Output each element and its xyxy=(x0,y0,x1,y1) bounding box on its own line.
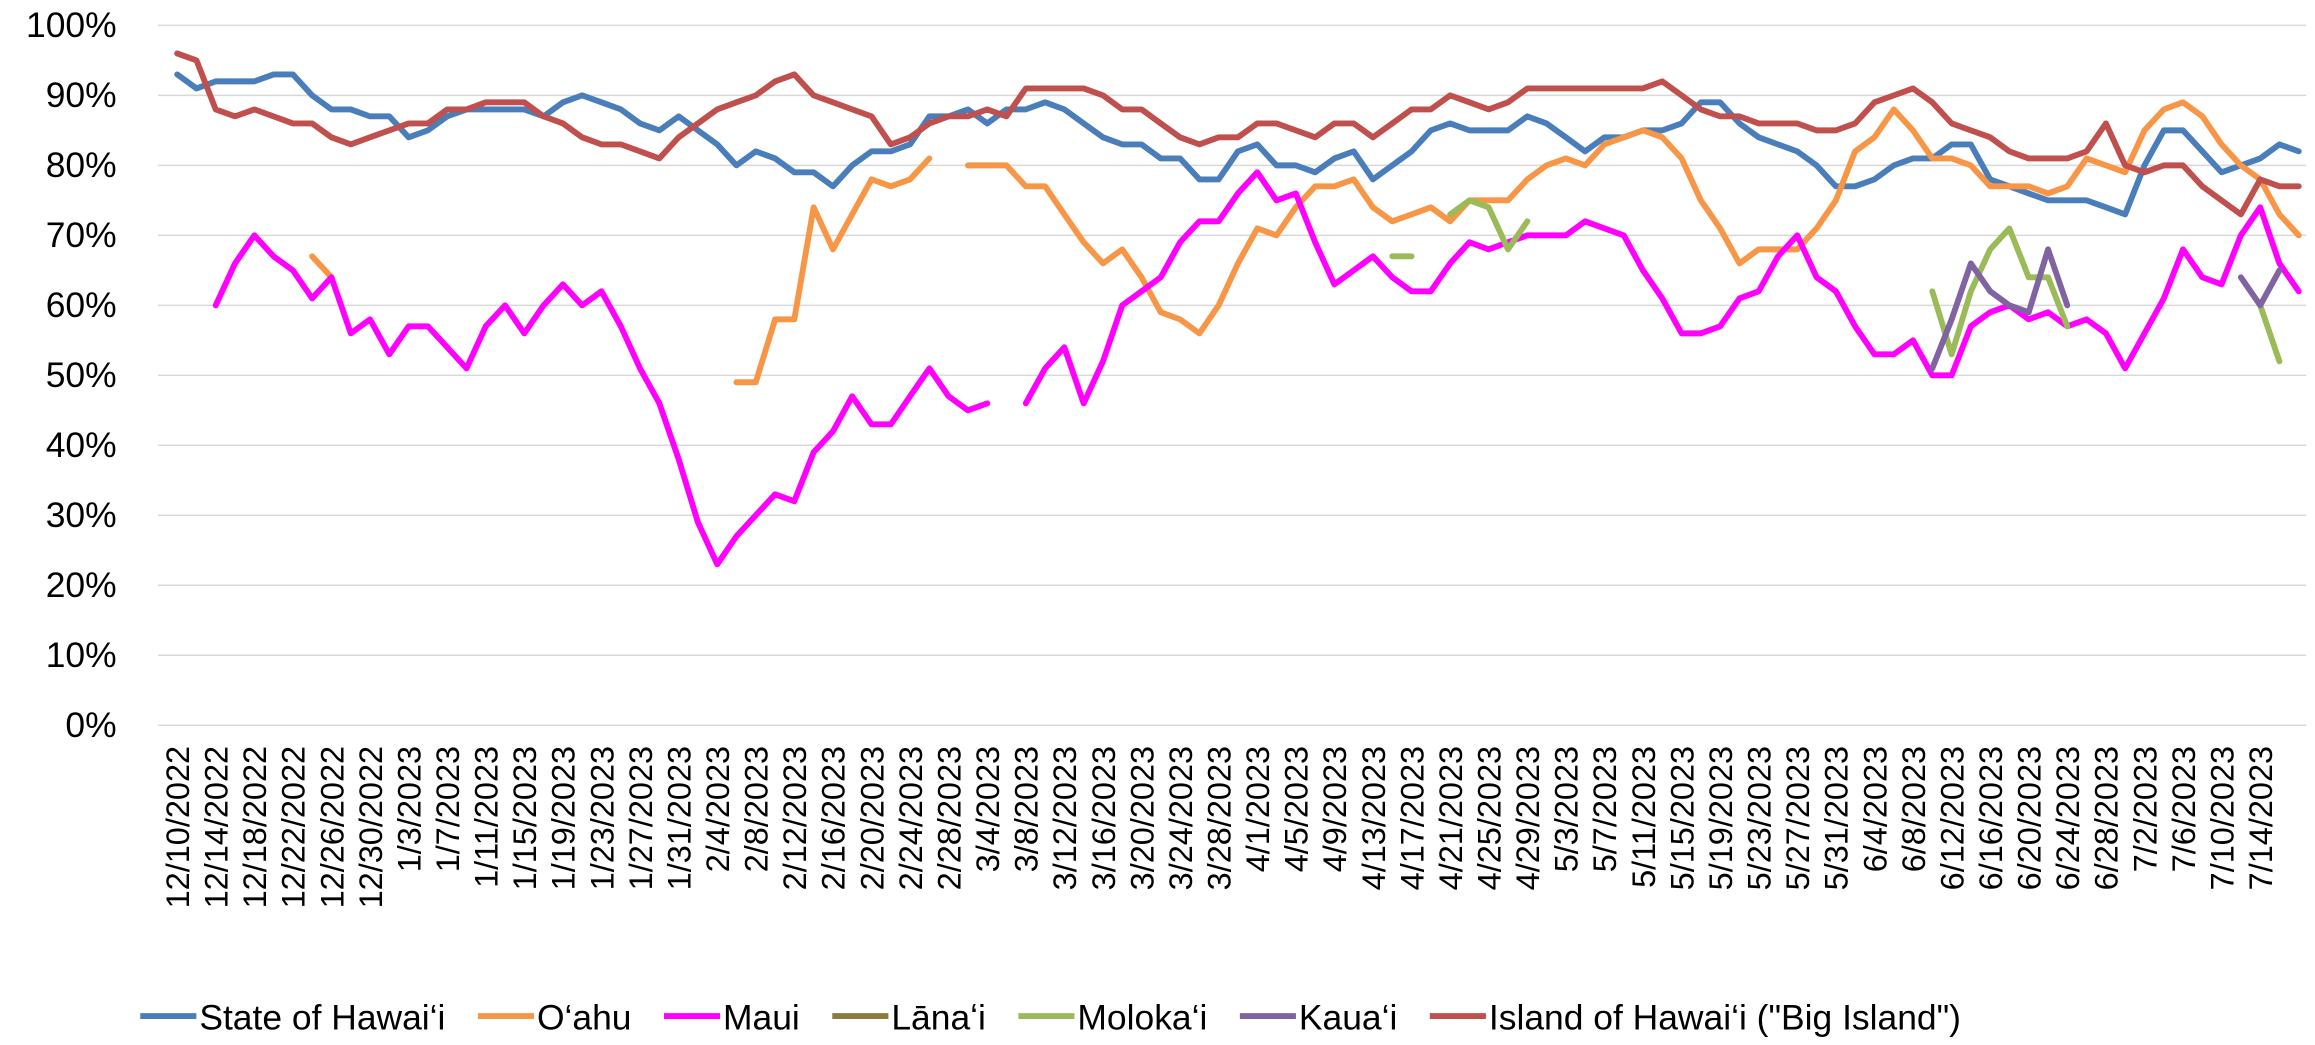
x-tick-label: 12/10/2022 xyxy=(160,746,196,909)
x-tick-label: 4/13/2023 xyxy=(1356,746,1392,890)
x-tick-label: 3/20/2023 xyxy=(1124,746,1160,890)
x-tick-label: 5/7/2023 xyxy=(1587,746,1623,872)
x-tick-label: 2/4/2023 xyxy=(700,746,736,872)
x-tick-label: 2/16/2023 xyxy=(816,746,852,890)
series-line xyxy=(174,71,2302,218)
x-tick-label: 1/7/2023 xyxy=(430,746,466,872)
x-tick-label: 5/19/2023 xyxy=(1703,746,1739,890)
legend-label: Moloka‘i xyxy=(1077,997,1207,1037)
x-tick-label: 7/14/2023 xyxy=(2243,746,2279,890)
x-tick-label: 4/25/2023 xyxy=(1472,746,1508,890)
legend-label: O‘ahu xyxy=(537,997,632,1037)
x-tick-label: 1/15/2023 xyxy=(507,746,543,890)
x-tick-label: 2/8/2023 xyxy=(739,746,775,872)
x-tick-label: 6/24/2023 xyxy=(2050,746,2086,890)
x-tick-label: 5/11/2023 xyxy=(1626,746,1662,888)
x-tick-label: 1/3/2023 xyxy=(391,746,427,872)
y-tick-label: 40% xyxy=(46,425,117,465)
x-tick-label: 7/6/2023 xyxy=(2166,746,2202,872)
y-tick-label: 50% xyxy=(46,355,117,395)
y-tick-label: 70% xyxy=(46,215,117,255)
legend-label: Maui xyxy=(723,997,800,1037)
x-tick-label: 2/20/2023 xyxy=(854,746,890,890)
x-tick-label: 3/28/2023 xyxy=(1201,746,1237,890)
series-line xyxy=(1389,197,2283,365)
x-tick-label: 1/27/2023 xyxy=(623,746,659,890)
x-tick-label: 4/29/2023 xyxy=(1510,746,1546,890)
x-tick-label: 12/26/2022 xyxy=(314,746,350,909)
x-tick-label: 6/20/2023 xyxy=(2012,746,2048,890)
x-tick-label: 7/10/2023 xyxy=(2204,746,2240,890)
series-line xyxy=(174,50,2302,218)
x-tick-label: 5/31/2023 xyxy=(1819,746,1855,890)
legend-label: Kaua‘i xyxy=(1299,997,1397,1037)
x-tick-label: 3/12/2023 xyxy=(1047,746,1083,890)
x-tick-label: 6/4/2023 xyxy=(1857,746,1893,872)
x-tick-label: 5/3/2023 xyxy=(1549,746,1585,872)
x-tick-label: 1/19/2023 xyxy=(546,746,582,890)
x-tick-label: 4/5/2023 xyxy=(1279,746,1315,872)
y-tick-label: 100% xyxy=(26,5,117,45)
y-tick-label: 20% xyxy=(46,565,117,605)
x-tick-label: 1/23/2023 xyxy=(584,746,620,890)
x-tick-label: 3/16/2023 xyxy=(1086,746,1122,890)
series-line xyxy=(1929,246,2283,372)
x-tick-label: 3/4/2023 xyxy=(970,746,1006,872)
x-tick-label: 5/23/2023 xyxy=(1742,746,1778,890)
x-tick-label: 12/18/2022 xyxy=(237,746,273,909)
x-tick-label: 2/24/2023 xyxy=(893,746,929,890)
x-tick-label: 6/12/2023 xyxy=(1934,746,1970,890)
x-tick-label: 3/24/2023 xyxy=(1163,746,1199,890)
legend-label: Lānaʻi xyxy=(891,997,986,1037)
x-tick-label: 12/22/2022 xyxy=(276,746,312,909)
x-tick-label: 2/12/2023 xyxy=(777,746,813,890)
x-tick-label: 4/9/2023 xyxy=(1317,746,1353,872)
y-tick-label: 60% xyxy=(46,285,117,325)
series-line xyxy=(212,169,2302,568)
x-tick-label: 12/14/2022 xyxy=(199,746,235,909)
x-tick-label: 7/2/2023 xyxy=(2127,746,2163,872)
x-tick-label: 5/27/2023 xyxy=(1780,746,1816,890)
x-tick-label: 1/31/2023 xyxy=(661,746,697,890)
x-tick-label: 12/30/2022 xyxy=(353,746,389,909)
legend-label: Island of Hawai‘i ("Big Island") xyxy=(1489,997,1961,1037)
x-tick-label: 4/21/2023 xyxy=(1433,746,1469,890)
x-tick-label: 6/28/2023 xyxy=(2089,746,2125,890)
x-tick-label: 4/17/2023 xyxy=(1394,746,1430,890)
x-tick-label: 6/8/2023 xyxy=(1896,746,1932,872)
x-tick-label: 6/16/2023 xyxy=(1973,746,2009,890)
x-tick-label: 5/15/2023 xyxy=(1664,746,1700,890)
y-tick-label: 80% xyxy=(46,145,117,185)
x-tick-label: 4/1/2023 xyxy=(1240,746,1276,872)
y-tick-label: 30% xyxy=(46,495,117,535)
x-tick-label: 3/8/2023 xyxy=(1009,746,1045,872)
x-tick-label: 2/28/2023 xyxy=(931,746,967,890)
y-tick-label: 0% xyxy=(65,705,116,745)
legend-label: State of Hawai‘i xyxy=(199,997,445,1037)
y-tick-label: 10% xyxy=(46,635,117,675)
x-tick-label: 1/11/2023 xyxy=(469,746,505,888)
y-tick-label: 90% xyxy=(46,75,117,115)
series-line xyxy=(309,99,2302,386)
